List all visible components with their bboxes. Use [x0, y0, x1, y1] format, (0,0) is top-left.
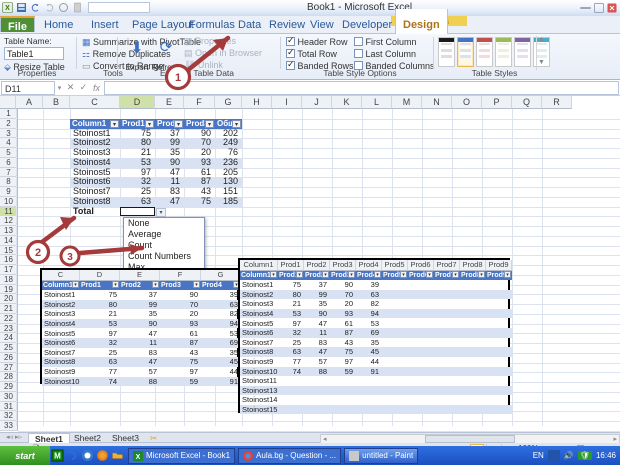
- svg-text:X: X: [5, 5, 10, 12]
- svg-text:X: X: [136, 454, 141, 461]
- svg-text:M: M: [54, 452, 61, 461]
